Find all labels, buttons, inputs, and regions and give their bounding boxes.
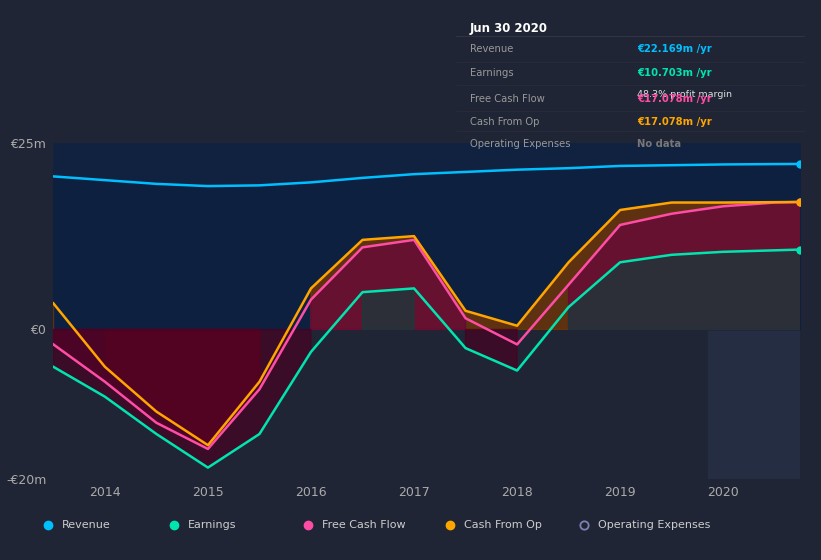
Text: Earnings: Earnings (188, 520, 236, 530)
Text: Jun 30 2020: Jun 30 2020 (470, 22, 548, 35)
Text: Operating Expenses: Operating Expenses (470, 139, 570, 149)
Text: No data: No data (637, 139, 681, 149)
Text: 48.3% profit margin: 48.3% profit margin (637, 90, 732, 99)
Text: Revenue: Revenue (470, 44, 513, 54)
Text: Earnings: Earnings (470, 68, 513, 78)
Text: €22.169m /yr: €22.169m /yr (637, 44, 712, 54)
Text: Operating Expenses: Operating Expenses (598, 520, 710, 530)
Text: €10.703m /yr: €10.703m /yr (637, 68, 712, 78)
Text: Cash From Op: Cash From Op (464, 520, 542, 530)
Text: €17.078m /yr: €17.078m /yr (637, 116, 712, 127)
Text: €17.078m /yr: €17.078m /yr (637, 94, 712, 104)
Text: Revenue: Revenue (62, 520, 111, 530)
Text: Free Cash Flow: Free Cash Flow (322, 520, 406, 530)
Text: Cash From Op: Cash From Op (470, 116, 539, 127)
Text: Free Cash Flow: Free Cash Flow (470, 94, 544, 104)
Bar (708, 143, 800, 479)
